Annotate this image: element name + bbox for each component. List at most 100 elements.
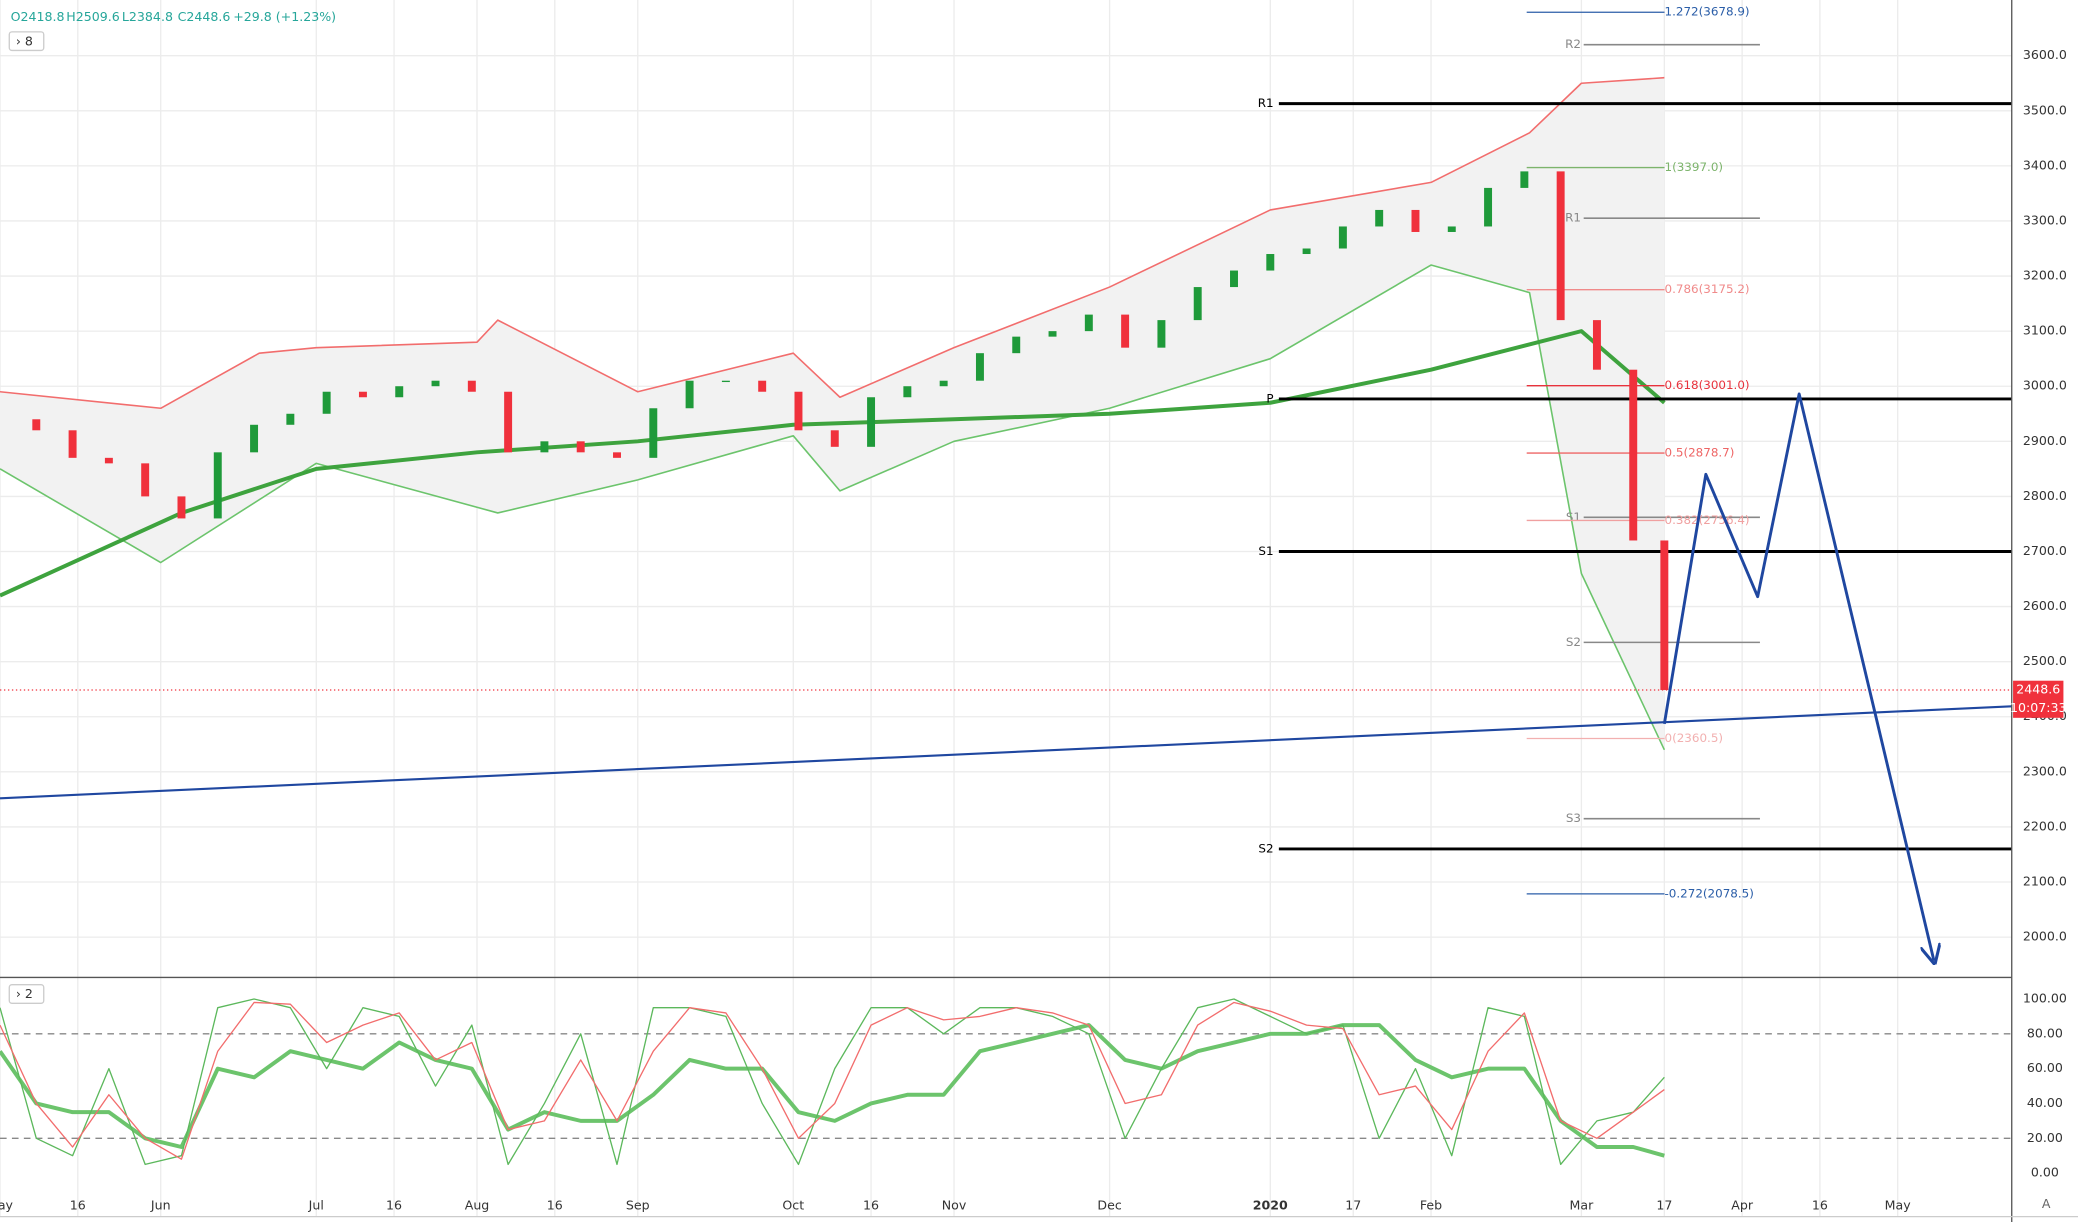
y-tick-label: 2700.0 [2023, 543, 2067, 558]
y-tick-label: 0.00 [2031, 1165, 2059, 1180]
y-tick-label: 2800.0 [2023, 488, 2067, 503]
candle [1660, 540, 1669, 690]
candle [1121, 314, 1130, 348]
last-price-label: 2448.6 [2016, 681, 2060, 696]
candle [1193, 287, 1202, 321]
candle [867, 397, 876, 447]
header: O2418.8 H2509.6 L2384.8 C2448.6 +29.8 (+… [8, 9, 2051, 1211]
ohlc-open: O2418.8 [11, 9, 65, 24]
y-tick-label: 100.00 [2023, 990, 2067, 1005]
candle [1520, 171, 1529, 188]
candle [540, 441, 549, 453]
candle [250, 424, 259, 453]
x-tick-label: 17 [1656, 1198, 1672, 1213]
x-tick-label: 16 [547, 1198, 563, 1213]
candle [286, 413, 295, 425]
ohlc-close: C2448.6 [178, 9, 231, 24]
x-tick-label: Oct [782, 1198, 804, 1213]
candle [830, 430, 839, 447]
y-tick-label: 3300.0 [2023, 212, 2067, 227]
y-tick-label: 3600.0 [2023, 47, 2067, 62]
y-tick-label: 2500.0 [2023, 653, 2067, 668]
pivot-short-label: S2 [1566, 635, 1581, 649]
candle [1157, 320, 1166, 348]
oscillator-line [0, 1001, 1665, 1160]
osc-pane-toggle[interactable] [8, 984, 45, 1004]
candle [1411, 209, 1420, 232]
pivot-short-label: R1 [1565, 211, 1581, 225]
ohlc-high: H2509.6 [66, 9, 119, 24]
x-tick-label: 16 [70, 1198, 86, 1213]
candle [794, 391, 803, 431]
y-tick-label: 60.00 [2027, 1060, 2063, 1075]
fib-label: 0(2360.5) [1665, 731, 1724, 745]
x-tick-label: Dec [1097, 1198, 1121, 1213]
candle [1012, 336, 1021, 354]
pivot-level-label: P [1266, 391, 1273, 405]
candle [467, 380, 476, 392]
candle [141, 463, 150, 497]
candle [431, 380, 440, 387]
candle [1302, 248, 1311, 255]
candle [939, 380, 948, 387]
countdown-label: 10:07:33 [2010, 700, 2067, 715]
candle [1484, 187, 1493, 227]
band-line [0, 264, 1666, 751]
pivot-short-label: S3 [1566, 811, 1581, 825]
candle [1556, 171, 1565, 321]
y-tick-label: 3400.0 [2023, 157, 2067, 172]
fib-label: -0.272(2078.5) [1665, 886, 1754, 900]
y-tick-label: 2600.0 [2023, 598, 2067, 613]
x-tick-label: 16 [863, 1198, 879, 1213]
y-tick-label: 3200.0 [2023, 268, 2067, 283]
candle [903, 386, 912, 398]
candle [758, 380, 767, 392]
y-tick-label: 2900.0 [2023, 433, 2067, 448]
candle [177, 496, 186, 519]
candle [32, 419, 41, 431]
pivot-short-label: S1 [1566, 510, 1581, 524]
candle [1592, 320, 1601, 370]
fib-label: 0.5(2878.7) [1665, 446, 1735, 460]
candle [358, 391, 367, 398]
candle [1048, 331, 1057, 337]
fib-label: 1.272(3678.9) [1665, 5, 1750, 19]
candle [213, 452, 222, 519]
x-tick-label: 16 [386, 1198, 402, 1213]
candle [395, 386, 404, 398]
candle [1447, 226, 1456, 232]
band-line [0, 76, 1665, 410]
ohlc-low: L2384.8 [122, 9, 173, 24]
x-tick-label: Aug [465, 1198, 490, 1213]
oscillator-line [0, 1023, 1665, 1158]
pane-toggle-label[interactable]: › 8 [16, 33, 33, 48]
candle [576, 441, 585, 453]
ohlc-change: +29.8 (+1.23%) [233, 9, 336, 24]
candle [322, 391, 331, 414]
candle [104, 457, 113, 464]
auto-scale-button[interactable]: A [2042, 1196, 2051, 1211]
y-tick-label: 2000.0 [2023, 929, 2067, 944]
candle [1375, 209, 1384, 227]
x-tick-label: May [1885, 1198, 1912, 1213]
candle [1230, 270, 1238, 288]
x-tick-label: Sep [626, 1198, 650, 1213]
y-tick-label: 2100.0 [2023, 874, 2067, 889]
pivot-short-label: R2 [1565, 37, 1581, 51]
osc-pane-toggle-label[interactable]: › 2 [16, 986, 33, 1001]
candle [504, 391, 513, 453]
y-tick-label: 2300.0 [2023, 763, 2067, 778]
candle [975, 353, 984, 381]
y-tick-label: 3500.0 [2023, 102, 2067, 117]
candle [1338, 226, 1347, 249]
pane-toggle[interactable] [8, 31, 45, 52]
fib-label: 0.382(2756.4) [1665, 513, 1750, 527]
candle [1629, 369, 1638, 541]
x-tick-label: Feb [1420, 1198, 1442, 1213]
pivot-level-label: S2 [1258, 841, 1273, 855]
y-tick-label: 3000.0 [2023, 378, 2067, 393]
candle [68, 430, 77, 458]
pivot-level-label: S1 [1258, 544, 1273, 558]
y-tick-label: 80.00 [2027, 1025, 2063, 1040]
fib-label: 0.786(3175.2) [1665, 282, 1750, 296]
